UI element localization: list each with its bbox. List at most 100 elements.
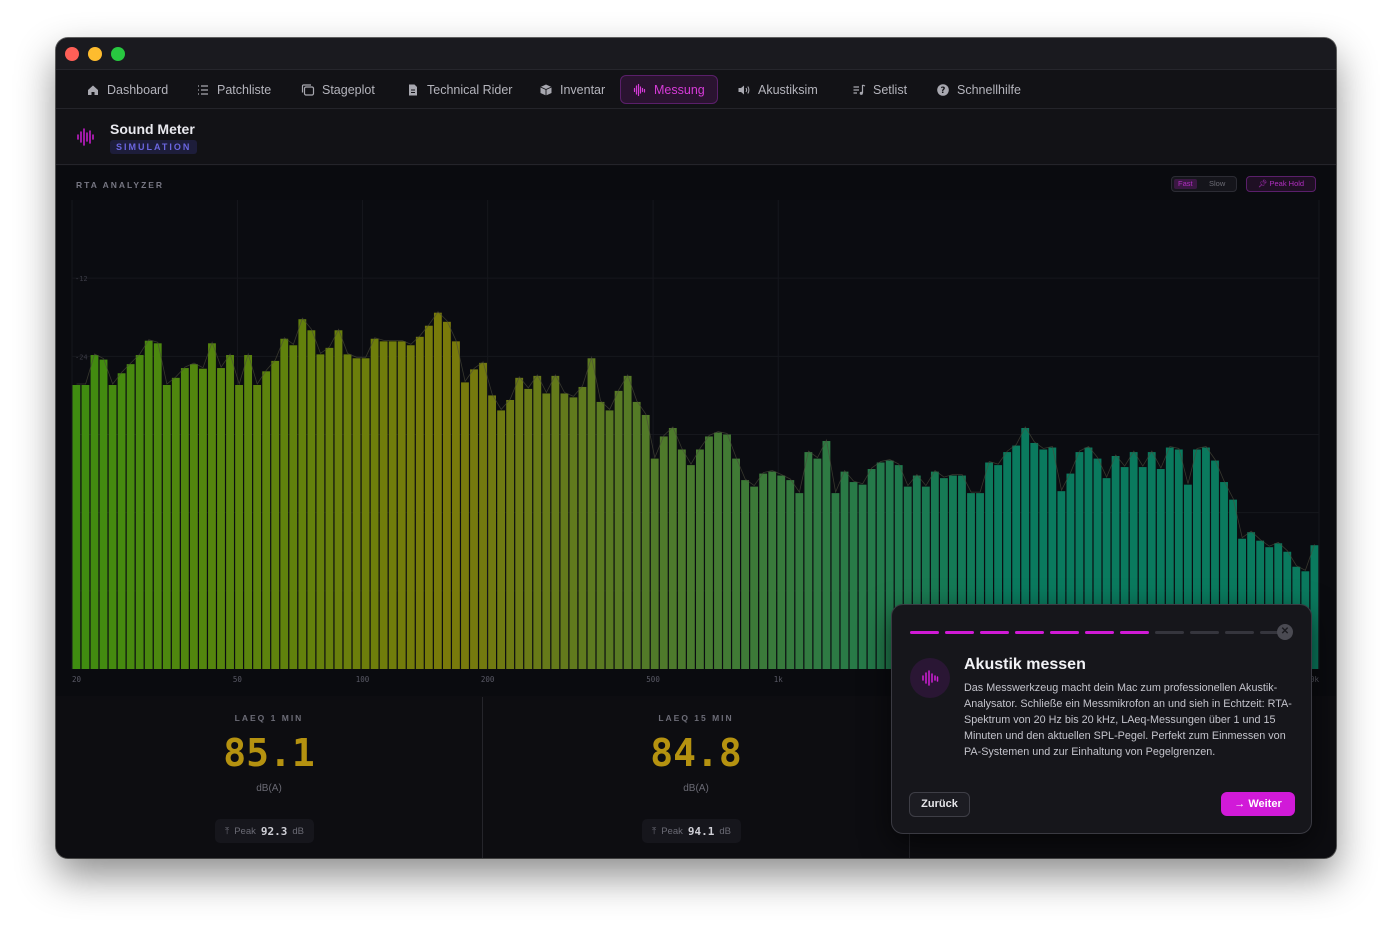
spectrum-bar bbox=[542, 393, 551, 669]
spectrum-bar bbox=[560, 393, 569, 669]
spectrum-bar bbox=[442, 321, 451, 669]
spectrum-bar bbox=[343, 354, 352, 669]
spectrum-bar bbox=[298, 319, 307, 669]
slow-button[interactable]: Slow bbox=[1209, 179, 1226, 188]
spectrum-bar bbox=[903, 486, 912, 669]
next-button[interactable]: → Weiter bbox=[1221, 792, 1295, 816]
spectrum-bar bbox=[994, 465, 1003, 669]
nav-item-stageplot[interactable]: Stageplot bbox=[289, 75, 387, 104]
zoom-window-button[interactable] bbox=[111, 47, 125, 61]
card-title: LAEQ 15 MIN bbox=[658, 713, 734, 723]
spectrum-bar bbox=[1003, 452, 1012, 669]
onboarding-tour-popover: ✕ Akustik messen Das Messwerkzeug macht … bbox=[891, 604, 1312, 834]
spectrum-bar bbox=[650, 458, 659, 669]
spectrum-bar bbox=[280, 338, 289, 669]
nav-item-label: Inventar bbox=[560, 82, 606, 97]
spectrum-bar bbox=[668, 427, 677, 669]
spectrum-bar bbox=[1129, 452, 1138, 669]
nav-item-akustiksim[interactable]: Akustiksim bbox=[725, 75, 830, 104]
peak-hold-button[interactable]: 📌︎ Peak Hold bbox=[1246, 176, 1316, 192]
spectrum-bar bbox=[976, 493, 984, 669]
spectrum-bar bbox=[623, 375, 632, 669]
progress-step bbox=[980, 631, 1009, 634]
progress-step bbox=[1155, 631, 1184, 634]
spectrum-bar bbox=[199, 368, 207, 669]
card-value: 85.1 bbox=[223, 731, 315, 775]
response-toggle: Fast Slow bbox=[1171, 176, 1237, 192]
spectrum-bar bbox=[135, 355, 144, 669]
spectrum-bar bbox=[126, 364, 135, 669]
nav-item-dashboard[interactable]: Dashboard bbox=[74, 75, 180, 104]
peak-label: Peak bbox=[661, 825, 683, 837]
peak-value: 92.3 bbox=[260, 824, 288, 838]
spectrum-bar bbox=[614, 390, 623, 669]
spectrum-bar bbox=[985, 462, 993, 669]
nav-item-inventar[interactable]: Inventar bbox=[527, 75, 617, 104]
tour-title: Akustik messen bbox=[964, 656, 1086, 673]
progress-step bbox=[910, 631, 939, 634]
peak-value: 94.1 bbox=[687, 824, 715, 838]
spectrum-bar bbox=[217, 368, 225, 669]
spectrum-bar bbox=[524, 388, 533, 669]
spectrum-bar bbox=[415, 336, 424, 669]
card-value: 84.8 bbox=[650, 731, 742, 775]
page-title: Sound Meter bbox=[110, 121, 195, 137]
spectrum-bar bbox=[958, 475, 966, 669]
spectrum-bar bbox=[840, 471, 849, 669]
spectrum-bar bbox=[1229, 499, 1237, 669]
close-icon[interactable]: ✕ bbox=[1277, 624, 1293, 640]
spectrum-bar bbox=[470, 369, 478, 669]
nav-item-schnellhilfe[interactable]: ? Schnellhilfe bbox=[924, 75, 1033, 104]
spectrum-bar bbox=[162, 384, 171, 669]
spectrum-bar bbox=[1066, 473, 1075, 669]
peak-unit: dB bbox=[719, 825, 731, 837]
spectrum-bar bbox=[849, 482, 858, 669]
spectrum-bar bbox=[271, 360, 280, 669]
spectrum-bar bbox=[696, 449, 704, 669]
minimize-window-button[interactable] bbox=[88, 47, 102, 61]
spectrum-bar bbox=[433, 312, 442, 669]
nav-item-setlist[interactable]: Setlist bbox=[840, 75, 919, 104]
spectrum-bar bbox=[632, 401, 641, 669]
spectrum-bar bbox=[361, 358, 370, 669]
progress-step bbox=[1190, 631, 1219, 634]
spectrum-bar bbox=[967, 493, 975, 669]
spectrum-bar bbox=[750, 486, 759, 669]
spectrum-bar bbox=[533, 375, 542, 669]
nav-item-label: Technical Rider bbox=[427, 82, 513, 97]
spectrum-bar bbox=[949, 475, 957, 669]
nav-item-label: Stageplot bbox=[322, 82, 375, 97]
nav-item-technical-rider[interactable]: Technical Rider bbox=[394, 75, 524, 104]
arrow-right-icon: → bbox=[1234, 798, 1246, 810]
peak-hold-line bbox=[76, 311, 1315, 571]
spectrum-bar bbox=[723, 434, 731, 669]
spectrum-bar bbox=[686, 465, 695, 669]
spectrum-bar bbox=[867, 469, 876, 669]
spectrum-bar bbox=[1174, 449, 1183, 669]
spectrum-bar bbox=[939, 478, 948, 669]
nav-item-label: Setlist bbox=[873, 82, 908, 97]
spectrum-bar bbox=[334, 330, 343, 669]
spectrum-bar bbox=[388, 341, 397, 669]
spectrum-bar bbox=[208, 343, 216, 669]
spectrum-bar bbox=[461, 382, 469, 669]
progress-step bbox=[1260, 631, 1289, 634]
layers-icon bbox=[301, 83, 315, 96]
box-icon bbox=[540, 84, 552, 95]
card-title: LAEQ 1 MIN bbox=[234, 713, 304, 723]
speaker-icon bbox=[738, 85, 750, 94]
nav-item-messung[interactable]: Messung bbox=[620, 75, 718, 104]
home-icon bbox=[88, 85, 98, 95]
spectrum-bar bbox=[605, 410, 614, 669]
waveform-icon bbox=[633, 83, 646, 96]
nav-item-patchliste[interactable]: Patchliste bbox=[184, 75, 283, 104]
nav-item-label: Dashboard bbox=[107, 82, 169, 97]
next-label: Weiter bbox=[1248, 798, 1282, 810]
fast-button[interactable]: Fast bbox=[1174, 179, 1197, 189]
spectrum-bar bbox=[153, 343, 162, 669]
tour-progress bbox=[910, 631, 1289, 634]
back-button[interactable]: Zurück bbox=[909, 792, 970, 817]
laeq-15min-card: LAEQ 15 MIN 84.8 dB(A) ⤒ Peak 94.1 dB bbox=[483, 697, 910, 858]
spectrum-bar bbox=[822, 441, 831, 669]
close-window-button[interactable] bbox=[65, 47, 79, 61]
